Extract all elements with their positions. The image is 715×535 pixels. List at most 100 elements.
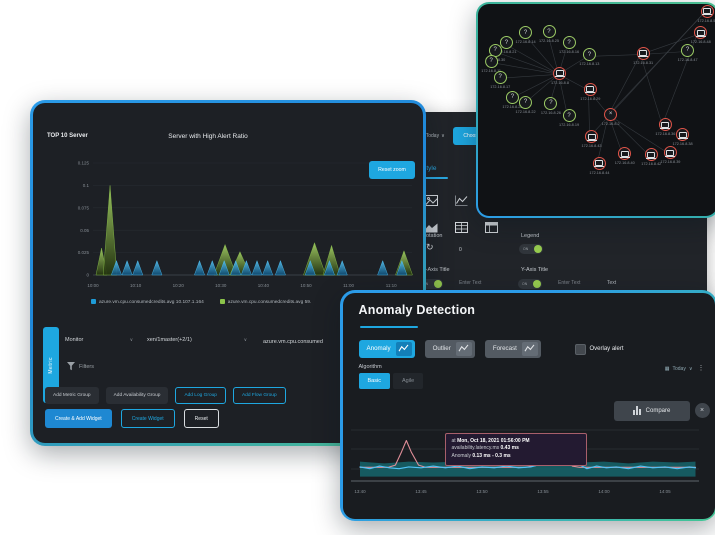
- toggle-knob: [534, 245, 542, 253]
- svg-text:10:50: 10:50: [300, 283, 312, 288]
- date-range-selector[interactable]: ▦ Today ∨: [665, 366, 693, 372]
- svg-text:13:40: 13:40: [354, 489, 366, 494]
- network-node-172-16-8-28[interactable]: ? 172.16.8.28: [502, 90, 522, 109]
- an omaly-detection-panel: Anomaly Detection Anomaly Outlier Forecast…: [340, 290, 715, 521]
- laptop-icon: [636, 46, 650, 60]
- button-create-widget[interactable]: Create Widget: [120, 409, 175, 428]
- network-node-172-16-8-13[interactable]: ? 172.16.8.13: [579, 48, 599, 66]
- button-add-availability-group[interactable]: Add Availability Group: [105, 387, 169, 404]
- tab-outlier[interactable]: Outlier: [424, 339, 475, 358]
- host-dropdown[interactable]: xen/1master(+2/1) ∨: [147, 337, 247, 343]
- network-node-172-16-8-25[interactable]: ? 172.16.8.25: [539, 25, 559, 43]
- node-label: 172.16.8.43: [581, 144, 602, 149]
- node-label: 172.16.8.39: [660, 160, 681, 165]
- legend-item[interactable]: azure.vm.cpu.consumedcredits.avg 59.: [219, 299, 311, 305]
- svg-text:0: 0: [86, 273, 89, 278]
- chart-spike: [251, 260, 263, 276]
- svg-text:10:30: 10:30: [215, 283, 227, 288]
- network-node-172-16-8-48[interactable]: 172.16.8.48: [691, 26, 711, 44]
- rotation-value[interactable]: 0: [459, 247, 462, 253]
- button-reset[interactable]: Reset: [183, 409, 219, 428]
- failed-device-icon: ×: [604, 107, 618, 121]
- tab-metric[interactable]: Metric: [43, 327, 59, 403]
- close-button[interactable]: ×: [694, 402, 710, 418]
- network-node-172-16-8-39[interactable]: 172.16.8.39: [660, 146, 680, 164]
- chart-spike: [103, 185, 118, 276]
- network-node-172-16-8-22[interactable]: ? 172.16.8.22: [516, 95, 536, 114]
- network-node-172-16-8-40[interactable]: 172.16.8.40: [615, 147, 635, 165]
- calendar-icon: ▦: [664, 365, 670, 372]
- button-add-metric-group[interactable]: Add Metric Group: [45, 387, 99, 404]
- network-node-172-16-8-26[interactable]: ? 172.16.8.26: [541, 96, 561, 115]
- metric-value[interactable]: azure.vm.cpu.consumed: [263, 339, 323, 345]
- chart-spike: [377, 260, 389, 276]
- svg-text:11:00: 11:00: [343, 283, 354, 288]
- network-node-172-16-8-8[interactable]: 172.16.8.8: [551, 66, 569, 85]
- laptop-icon: [618, 147, 632, 161]
- network-node-172-16-8-47[interactable]: ? 172.16.8.47: [677, 43, 698, 62]
- latency-chart[interactable]: 13:40 13:45 13:50 13:55 14:00 14:05: [347, 427, 705, 501]
- button-add-log-group[interactable]: Add Log Group: [175, 387, 226, 404]
- algorithm-basic[interactable]: Basic: [358, 372, 390, 389]
- legend-toggle[interactable]: ON: [519, 244, 543, 254]
- node-label: 172.16.8.47: [677, 57, 698, 62]
- network-node-172-16-8-14[interactable]: ? 172.16.8.14: [516, 26, 536, 44]
- network-node-172-16-8-38[interactable]: 172.16.8.38: [673, 128, 693, 146]
- chart-spike: [111, 260, 122, 276]
- legend-item[interactable]: azure.vm.cpu.consumedcredits.avg 10.107.…: [91, 299, 204, 305]
- node-label: 172.16.8.17: [490, 84, 511, 89]
- network-node-172-16-8-17[interactable]: ? 172.16.8.17: [490, 70, 511, 89]
- y-axis-title-toggle[interactable]: ON: [518, 279, 542, 289]
- toggle-knob: [533, 280, 541, 288]
- tab-style[interactable]: Style: [422, 165, 437, 172]
- algorithm-agile[interactable]: Agile: [392, 372, 424, 389]
- network-node-172-16-8-36[interactable]: 172.16.8.36: [655, 118, 675, 136]
- page-title: Anomaly Detection: [358, 302, 476, 317]
- svg-text:13:50: 13:50: [476, 489, 488, 494]
- x-axis-title-input[interactable]: Enter Text: [459, 280, 482, 286]
- overlay-alert-checkbox[interactable]: [574, 343, 586, 355]
- line-chart-icon[interactable]: [451, 191, 471, 209]
- algorithm-label: Algorithm: [358, 363, 382, 370]
- network-node-172-16-8-2[interactable]: × 172.16.8.2: [602, 107, 620, 126]
- network-node-172-16-8-43[interactable]: 172.16.8.43: [581, 130, 602, 149]
- network-node-172-16-8-42[interactable]: 172.16.8.42: [641, 148, 661, 166]
- button-create-add-widget[interactable]: Create & Add Widget: [45, 409, 112, 428]
- chart-tooltip: at Mon, Oct 18, 2021 01:56:00 PM availab…: [444, 432, 587, 466]
- y-axis-title-label: Y-Axis Title: [521, 267, 549, 273]
- laptop-icon: [592, 156, 606, 170]
- network-node-172-16-8-19[interactable]: ? 172.16.8.19: [559, 109, 579, 127]
- kebab-menu-icon[interactable]: ⋮: [697, 364, 705, 372]
- x-axis-title-label: X-Axis Title: [422, 267, 450, 273]
- network-node-172-16-8-31[interactable]: 172.16.8.31: [633, 46, 653, 65]
- laptop-icon: [676, 128, 690, 142]
- monitor-dropdown[interactable]: Monitor ∨: [65, 337, 133, 343]
- pivot-chart-icon[interactable]: [481, 218, 501, 236]
- reset-zoom-button[interactable]: Reset zoom: [369, 161, 415, 179]
- node-label: 172.16.8.48: [690, 40, 711, 45]
- area-chart-icon[interactable]: [421, 218, 441, 236]
- network-node-172-16-8-16[interactable]: ? 172.16.8.16: [559, 36, 579, 54]
- network-node-172-16-8-44[interactable]: 172.16.8.44: [589, 156, 609, 175]
- y-axis-title-input[interactable]: Enter Text: [558, 280, 581, 286]
- laptop-icon: [694, 26, 708, 40]
- button-add-flow-group[interactable]: Add Flow Group: [232, 387, 286, 404]
- network-node-172-16-8-11[interactable]: ? 172.16.8.11: [481, 54, 501, 73]
- network-node-172-16-8-21[interactable]: ? 172.16.8.21: [496, 36, 516, 54]
- network-node-172-16-8-29[interactable]: 172.16.8.29: [580, 82, 600, 101]
- filters-button[interactable]: Filters: [67, 362, 94, 371]
- chart-title: Server with High Alert Ratio: [168, 133, 248, 140]
- rotate-icon[interactable]: ↻: [426, 242, 434, 252]
- chart-spike: [132, 260, 144, 276]
- alert-ratio-chart[interactable]: 0.125 0.1 0.075 0.05 0.025 0 10:00 10:10 10:20 10…: [41, 147, 416, 299]
- tab-forecast[interactable]: Forecast: [484, 339, 541, 358]
- compare-button[interactable]: Compare: [613, 400, 690, 421]
- svg-text:13:45: 13:45: [415, 489, 427, 494]
- tab-anomaly[interactable]: Anomaly: [358, 339, 415, 358]
- anomaly-band: [359, 460, 695, 477]
- node-label: 172.16.8.25: [538, 39, 559, 44]
- table-chart-icon[interactable]: [451, 218, 471, 236]
- network-node-172-16-8-50[interactable]: 172.16.8.50: [697, 4, 715, 23]
- metric-tab-label: Metric: [48, 356, 54, 374]
- node-label: 172.16.8.36: [655, 132, 676, 137]
